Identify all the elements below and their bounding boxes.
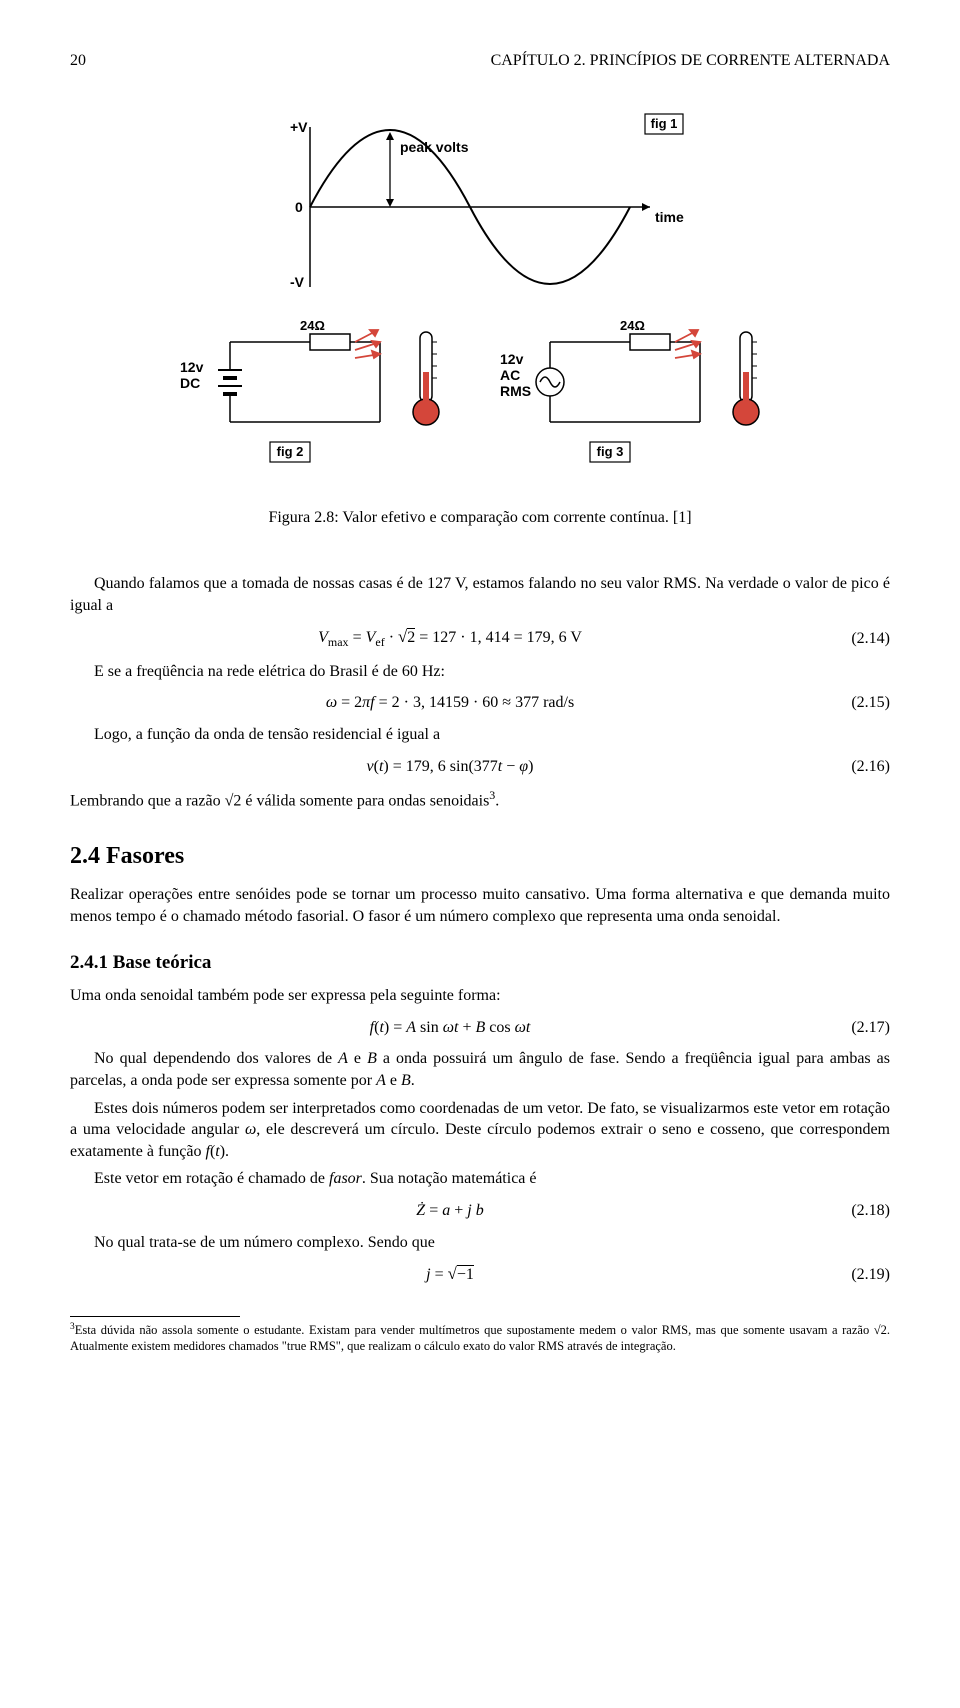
para-lembrando: Lembrando que a razão √2 é válida soment… <box>70 787 890 812</box>
sec241-p4a: Este vetor em rotação é chamado de <box>94 1170 329 1187</box>
sec241-p4: Este vetor em rotação é chamado de fasor… <box>70 1168 890 1190</box>
fig3-src-top: 12v <box>500 351 524 367</box>
fig3-src-bot: RMS <box>500 383 531 399</box>
eq-2-16-content: v(t) = 179, 6 sin(377t − φ) <box>70 756 830 778</box>
para-lembrando-b: . <box>495 792 499 809</box>
equation-2-14: Vmax = Vef · √2 = 127 · 1, 414 = 179, 6 … <box>70 626 890 650</box>
eq-2-14-number: (2.14) <box>830 628 890 650</box>
equation-2-19: j = √−1 (2.19) <box>70 1263 890 1286</box>
para-lembrando-a: Lembrando que a razão √2 é válida soment… <box>70 792 489 809</box>
equation-2-17: f(t) = A sin ωt + B cos ωt (2.17) <box>70 1017 890 1039</box>
footnote-rule <box>70 1316 240 1317</box>
fig1-label: fig 1 <box>651 116 678 131</box>
para-intro: Quando falamos que a tomada de nossas ca… <box>70 573 890 616</box>
fig3-label: fig 3 <box>597 444 624 459</box>
sec241-p3: Estes dois números podem ser interpretad… <box>70 1098 890 1163</box>
figure-caption: Figura 2.8: Valor efetivo e comparação c… <box>268 507 691 529</box>
fig1-minus-v: -V <box>290 274 305 290</box>
fig2-resistor: 24Ω <box>300 318 325 333</box>
chapter-title: CAPÍTULO 2. PRINCÍPIOS DE CORRENTE ALTER… <box>491 50 890 72</box>
eq-2-17-number: (2.17) <box>830 1017 890 1039</box>
eq-2-16-number: (2.16) <box>830 756 890 778</box>
sec24-p1: Realizar operações entre senóides pode s… <box>70 884 890 927</box>
fig1-sine-wave: fig 1 +V 0 -V time peak volts <box>250 102 710 312</box>
eq-2-18-content: Ż = a + j b <box>70 1200 830 1222</box>
para-freq: E se a freqüência na rede elétrica do Br… <box>70 661 890 683</box>
figure-2-8: fig 1 +V 0 -V time peak volts 12v DC <box>70 102 890 554</box>
fig3-src-mid: AC <box>500 367 520 383</box>
fig1-peak-label: peak volts <box>400 139 469 155</box>
sec241-p4b: . Sua notação matemática é <box>362 1170 537 1187</box>
page-header: 20 CAPÍTULO 2. PRINCÍPIOS DE CORRENTE AL… <box>70 50 890 72</box>
fig2-label: fig 2 <box>277 444 304 459</box>
eq-2-19-content: j = √−1 <box>70 1263 830 1286</box>
fig1-zero: 0 <box>295 199 303 215</box>
equation-2-16: v(t) = 179, 6 sin(377t − φ) (2.16) <box>70 756 890 778</box>
eq-2-18-number: (2.18) <box>830 1200 890 1222</box>
eq-2-15-number: (2.15) <box>830 692 890 714</box>
para-logo: Logo, a função da onda de tensão residen… <box>70 724 890 746</box>
section-2-4-1-title: 2.4.1 Base teórica <box>70 950 890 976</box>
fig1-plus-v: +V <box>290 119 308 135</box>
footnote-3-text: Esta dúvida não assola somente o estudan… <box>70 1323 890 1353</box>
eq-2-17-content: f(t) = A sin ωt + B cos ωt <box>70 1017 830 1039</box>
sec241-p5: No qual trata-se de um número complexo. … <box>70 1232 890 1254</box>
equation-2-15: ω = 2πf = 2 · 3, 14159 · 60 ≈ 377 rad/s … <box>70 692 890 714</box>
eq-2-15-content: ω = 2πf = 2 · 3, 14159 · 60 ≈ 377 rad/s <box>70 692 830 714</box>
eq-2-14-content: Vmax = Vef · √2 = 127 · 1, 414 = 179, 6 … <box>70 626 830 650</box>
fig2-src-top: 12v <box>180 359 204 375</box>
equation-2-18: Ż = a + j b (2.18) <box>70 1200 890 1222</box>
eq-2-19-number: (2.19) <box>830 1264 890 1286</box>
fig2-fig3-circuits: 12v DC 24Ω <box>170 312 790 492</box>
sec241-p1: Uma onda senoidal também pode ser expres… <box>70 985 890 1007</box>
fig2-src-bot: DC <box>180 375 200 391</box>
footnote-3: 3Esta dúvida não assola somente o estuda… <box>70 1321 890 1355</box>
sec241-p4-ital: fasor <box>329 1170 362 1187</box>
fig3-resistor: 24Ω <box>620 318 645 333</box>
page-number: 20 <box>70 50 86 72</box>
fig1-time-label: time <box>655 209 684 225</box>
section-2-4-title: 2.4 Fasores <box>70 840 890 872</box>
sec241-p2: No qual dependendo dos valores de A e B … <box>70 1048 890 1091</box>
